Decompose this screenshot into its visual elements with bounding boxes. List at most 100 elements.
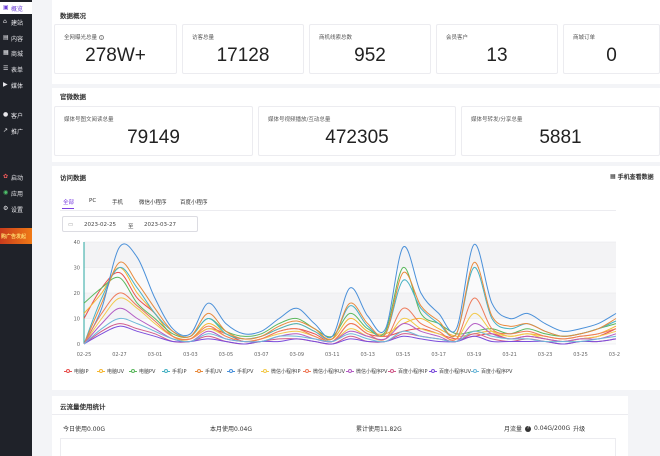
stat-card-value: 13 — [486, 45, 508, 66]
date-separator: 至 — [128, 224, 134, 230]
legend-marker-icon — [227, 369, 235, 373]
stat-card-value: 5881 — [539, 127, 582, 148]
sidebar-item-label: 概览 — [11, 5, 24, 13]
stat-card-value: 472305 — [325, 127, 389, 148]
gear-icon: ⚙ — [3, 205, 9, 212]
series-line — [83, 261, 617, 345]
sidebar-item-settings[interactable]: ⚙ 设置 — [0, 203, 32, 215]
visits-title: 访问数据 — [60, 174, 86, 182]
stat-card-value: 17128 — [216, 45, 270, 66]
date-range-picker[interactable]: ▭ 2023-02-25 至 2023-03-27 — [62, 216, 198, 232]
x-tick-label: 03-23 — [538, 352, 553, 358]
sidebar-item-label: 媒体 — [11, 82, 24, 90]
tab-all[interactable]: 全部 — [63, 200, 75, 206]
legend-item[interactable]: 微信小程序IP — [261, 368, 301, 375]
stat-card-video-plays: 媒体号视频播放/互动总量 472305 — [258, 106, 456, 156]
legend-item[interactable]: 微信小程序UV — [303, 368, 345, 375]
legend-item[interactable]: 百度小程序UV — [429, 368, 471, 375]
y-tick-label: 10 — [74, 317, 80, 323]
stat-card-label: 商城订单 — [573, 35, 596, 41]
stat-card-label: 商机线索总数 — [319, 35, 353, 41]
tab-divider — [60, 210, 616, 211]
legend-label: 电脑UV — [107, 369, 125, 375]
mobile-view-link[interactable]: ▦ 手机查看数据 — [610, 172, 654, 181]
tab-pc[interactable]: PC — [89, 198, 97, 204]
sidebar-item-shop[interactable]: ▦ 商城 — [0, 47, 32, 59]
sidebar-item-content[interactable]: ▤ 内容 — [0, 32, 32, 44]
help-icon[interactable]: ? — [525, 425, 532, 432]
date-end-field[interactable]: 2023-03-27 — [144, 222, 176, 228]
quota-value: 0.04G/200G — [534, 425, 571, 432]
sidebar-item-label: 表单 — [11, 66, 24, 74]
site-icon: ⌂ — [3, 18, 7, 25]
legend-item[interactable]: 手机PV — [227, 368, 253, 375]
legend-item[interactable]: 电脑PV — [129, 368, 155, 375]
sidebar-item-label: 启动 — [11, 174, 24, 182]
sidebar-item-apps[interactable]: ◉ 应用 — [0, 187, 32, 199]
legend-marker-icon — [388, 369, 396, 373]
stat-card-label: 媒体号视频播放/互动总量 — [268, 117, 331, 123]
y-tick-label: 20 — [74, 291, 80, 297]
promo-banner[interactable]: 购广告发起 — [0, 228, 32, 244]
tab-mobile[interactable]: 手机 — [112, 200, 124, 206]
x-tick-label: 03-13 — [360, 352, 375, 358]
x-tick-label: 03-15 — [396, 352, 411, 358]
legend-item[interactable]: 百度小程序PV — [471, 368, 512, 375]
sidebar-item-customer[interactable]: ● 客户 — [0, 109, 32, 121]
x-tick-label: 03-03 — [183, 352, 198, 358]
sidebar-item-site[interactable]: ⌂ 建站 — [0, 16, 32, 28]
legend-label: 微信小程序IP — [271, 369, 301, 375]
monthly-quota: 月流量 ? 0.04G/200G 升级 — [504, 424, 585, 433]
x-tick-label: 02-25 — [77, 352, 92, 358]
series-line — [83, 292, 617, 345]
sidebar-item-label: 商城 — [11, 50, 24, 58]
sidebar-item-media[interactable]: ▶ 媒体 — [0, 79, 32, 91]
legend-marker-icon — [129, 369, 137, 373]
stat-card-label: 媒体号转发/分享总量 — [471, 117, 523, 123]
series-line — [83, 317, 617, 345]
legend-label: 百度小程序IP — [398, 369, 428, 375]
mobile-grid-icon: ▦ — [610, 173, 616, 180]
promo-banner-text: 购广告发起 — [1, 233, 27, 240]
stat-card-leads: 商机线索总数 952 — [309, 24, 431, 74]
sidebar-item-overview[interactable]: ▣ 概览 — [0, 2, 32, 14]
share-icon: ↗ — [3, 127, 9, 134]
visits-line-chart: 0 10 20 30 40 02-25 02-27 03-01 03-03 03-05 03-07 0… — [74, 240, 620, 358]
sidebar-item-label: 客户 — [11, 112, 24, 120]
tab-wechat-miniprogram[interactable]: 微信小程序 — [139, 200, 167, 206]
legend-item[interactable]: 微信小程序PV — [346, 368, 387, 375]
sidebar-item-form[interactable]: ☰ 表单 — [0, 63, 32, 75]
stat-card-label: 会员客户 — [446, 35, 469, 41]
legend-label: 百度小程序PV — [481, 369, 513, 375]
stat-card-exposure: 全网曝光总量 i 278W+ — [54, 24, 177, 74]
dashboard-icon: ▣ — [3, 4, 9, 11]
sidebar-item-launch[interactable]: ✿ 启动 — [0, 171, 32, 183]
stat-card-visitors: 访客总量 17128 — [182, 24, 304, 74]
stat-card-value: 0 — [606, 45, 617, 66]
legend-label: 电脑PV — [139, 369, 156, 375]
legend-item[interactable]: 手机UV — [195, 368, 222, 375]
upgrade-link[interactable]: 升级 — [573, 426, 586, 433]
month-usage: 本月使用0.04G — [210, 426, 253, 433]
grid-band — [84, 242, 616, 268]
legend-item[interactable]: 百度小程序IP — [388, 368, 428, 375]
sidebar-item-label: 建站 — [11, 19, 24, 27]
today-usage: 今日使用0.00G — [63, 426, 106, 433]
legend-item[interactable]: 手机IP — [162, 368, 187, 375]
legend-label: 手机PV — [237, 369, 254, 375]
legend-marker-icon — [429, 369, 437, 373]
x-tick-label: 03-01 — [148, 352, 163, 358]
tab-baidu-miniprogram[interactable]: 百度小程序 — [180, 200, 208, 206]
date-start-field[interactable]: 2023-02-25 — [84, 222, 116, 228]
x-tick-label: 03-05 — [219, 352, 234, 358]
legend-item[interactable]: 电脑UV — [97, 368, 124, 375]
cloud-title: 云流量使用统计 — [60, 403, 106, 411]
info-icon[interactable]: i — [99, 35, 105, 40]
legend-marker-icon — [471, 369, 479, 373]
legend-item[interactable]: 电脑IP — [64, 368, 89, 375]
stat-card-members: 会员客户 13 — [436, 24, 558, 74]
overview-title: 数据概况 — [60, 12, 86, 20]
x-tick-label: 02-27 — [112, 352, 127, 358]
x-tick-label: 03-21 — [502, 352, 517, 358]
sidebar-item-promote[interactable]: ↗ 推广 — [0, 125, 32, 137]
